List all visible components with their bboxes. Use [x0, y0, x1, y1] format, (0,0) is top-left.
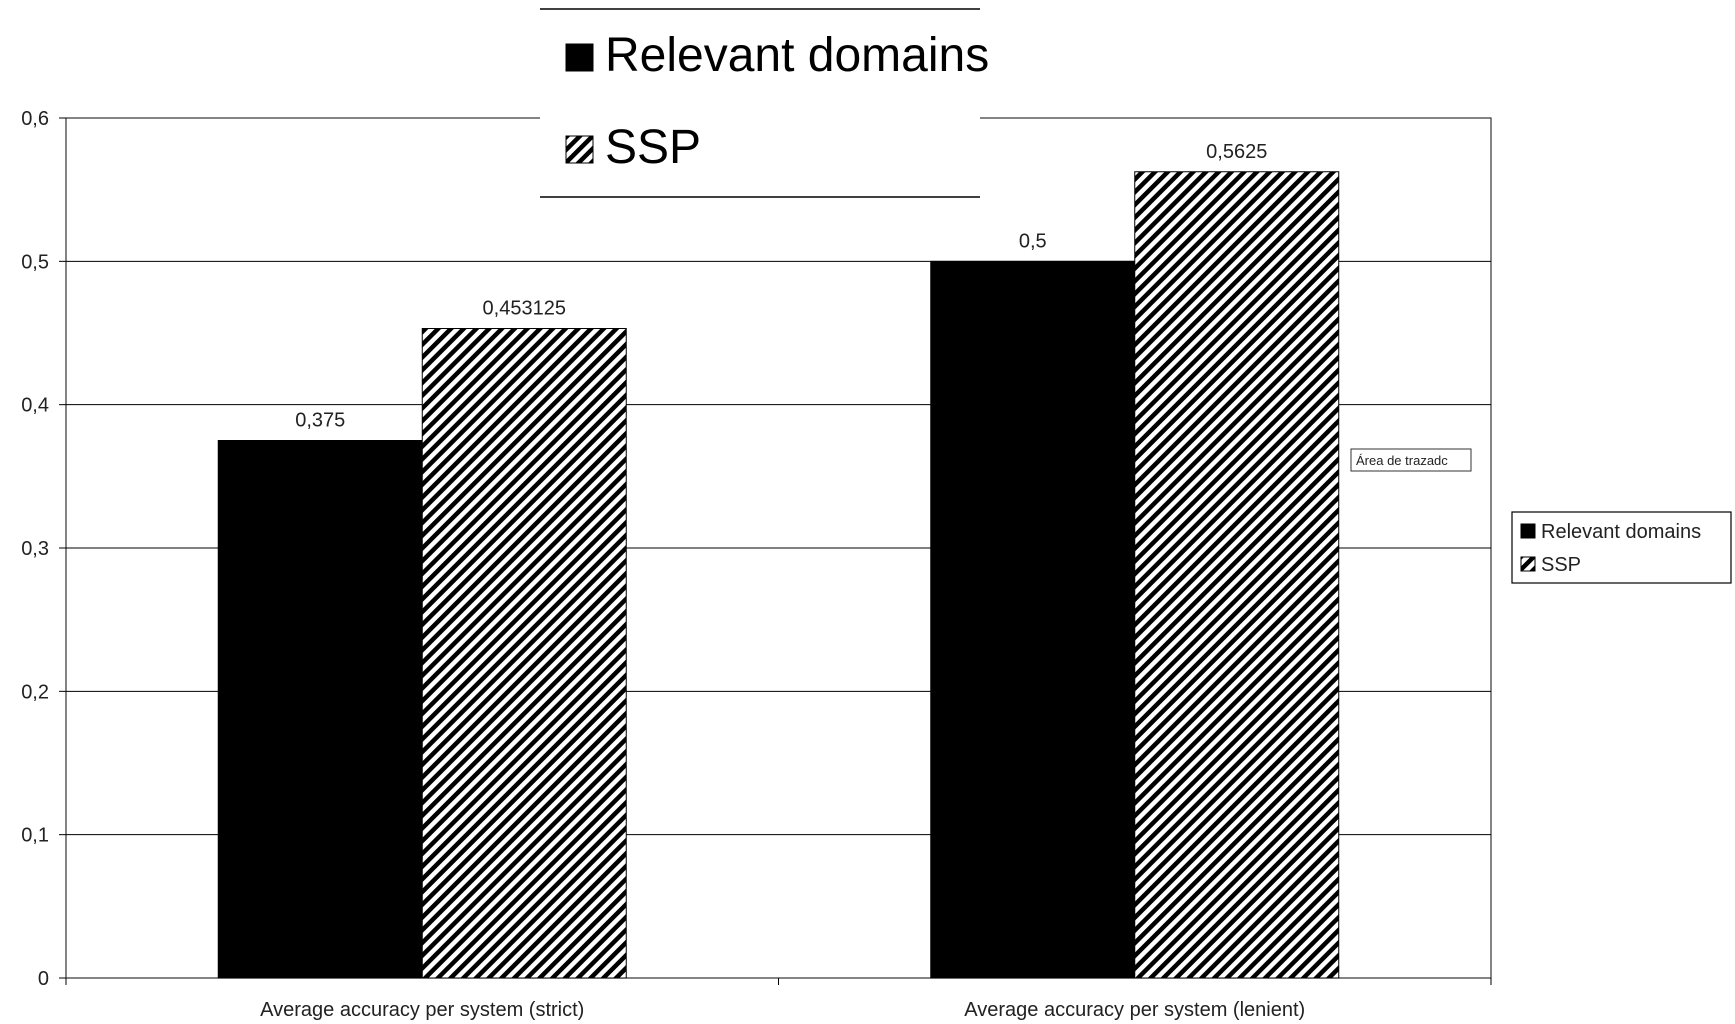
y-tick-label: 0,4	[21, 395, 49, 417]
legend-swatch	[1520, 556, 1536, 572]
plot-area-tooltip: Área de trazadc	[1350, 448, 1472, 472]
legend-item-label: SSP	[1541, 554, 1581, 576]
data-label: 0,5	[1019, 230, 1047, 252]
legend-enlarged: Relevant domains SSP	[540, 8, 989, 230]
bars	[217, 171, 1340, 979]
y-tick-label: 0,1	[21, 825, 49, 847]
y-tick-label: 0,5	[21, 251, 49, 273]
legend-enlarged-label: SSP	[605, 121, 701, 174]
data-label: 0,375	[295, 410, 345, 432]
legend-enlarged-swatch	[565, 43, 594, 72]
bar-relevant-domains	[217, 440, 423, 979]
y-tick-label: 0,6	[21, 108, 49, 130]
legend-item-label: Relevant domains	[1541, 521, 1701, 543]
y-tick-label: 0	[38, 968, 49, 990]
legend-swatch	[1520, 523, 1536, 539]
tooltip-text: Área de trazadc	[1356, 453, 1448, 468]
y-tick-label: 0,2	[21, 681, 49, 703]
y-tick-label: 0,3	[21, 538, 49, 560]
legend-box	[1511, 511, 1732, 584]
x-category-label: Average accuracy per system (strict)	[260, 999, 584, 1021]
legend-enlarged-label: Relevant domains	[605, 29, 989, 82]
legend[interactable]: Relevant domains SSP	[1511, 511, 1732, 584]
legend-enlarged-swatch	[565, 135, 594, 164]
x-axis: Average accuracy per system (strict) Aver…	[65, 978, 1492, 1021]
bar-ssp	[1134, 171, 1340, 979]
bar-relevant-domains	[930, 260, 1136, 979]
data-label: 0,453125	[483, 298, 566, 320]
y-axis: 0 0,1 0,2 0,3 0,4 0,5 0,6	[21, 108, 66, 990]
legend-enlarged-bg	[540, 8, 980, 230]
x-category-label: Average accuracy per system (lenient)	[964, 999, 1305, 1021]
data-label: 0,5625	[1206, 141, 1267, 163]
bar-ssp	[421, 328, 627, 979]
data-labels: 0,375 0,453125 0,5 0,5625	[295, 141, 1267, 432]
